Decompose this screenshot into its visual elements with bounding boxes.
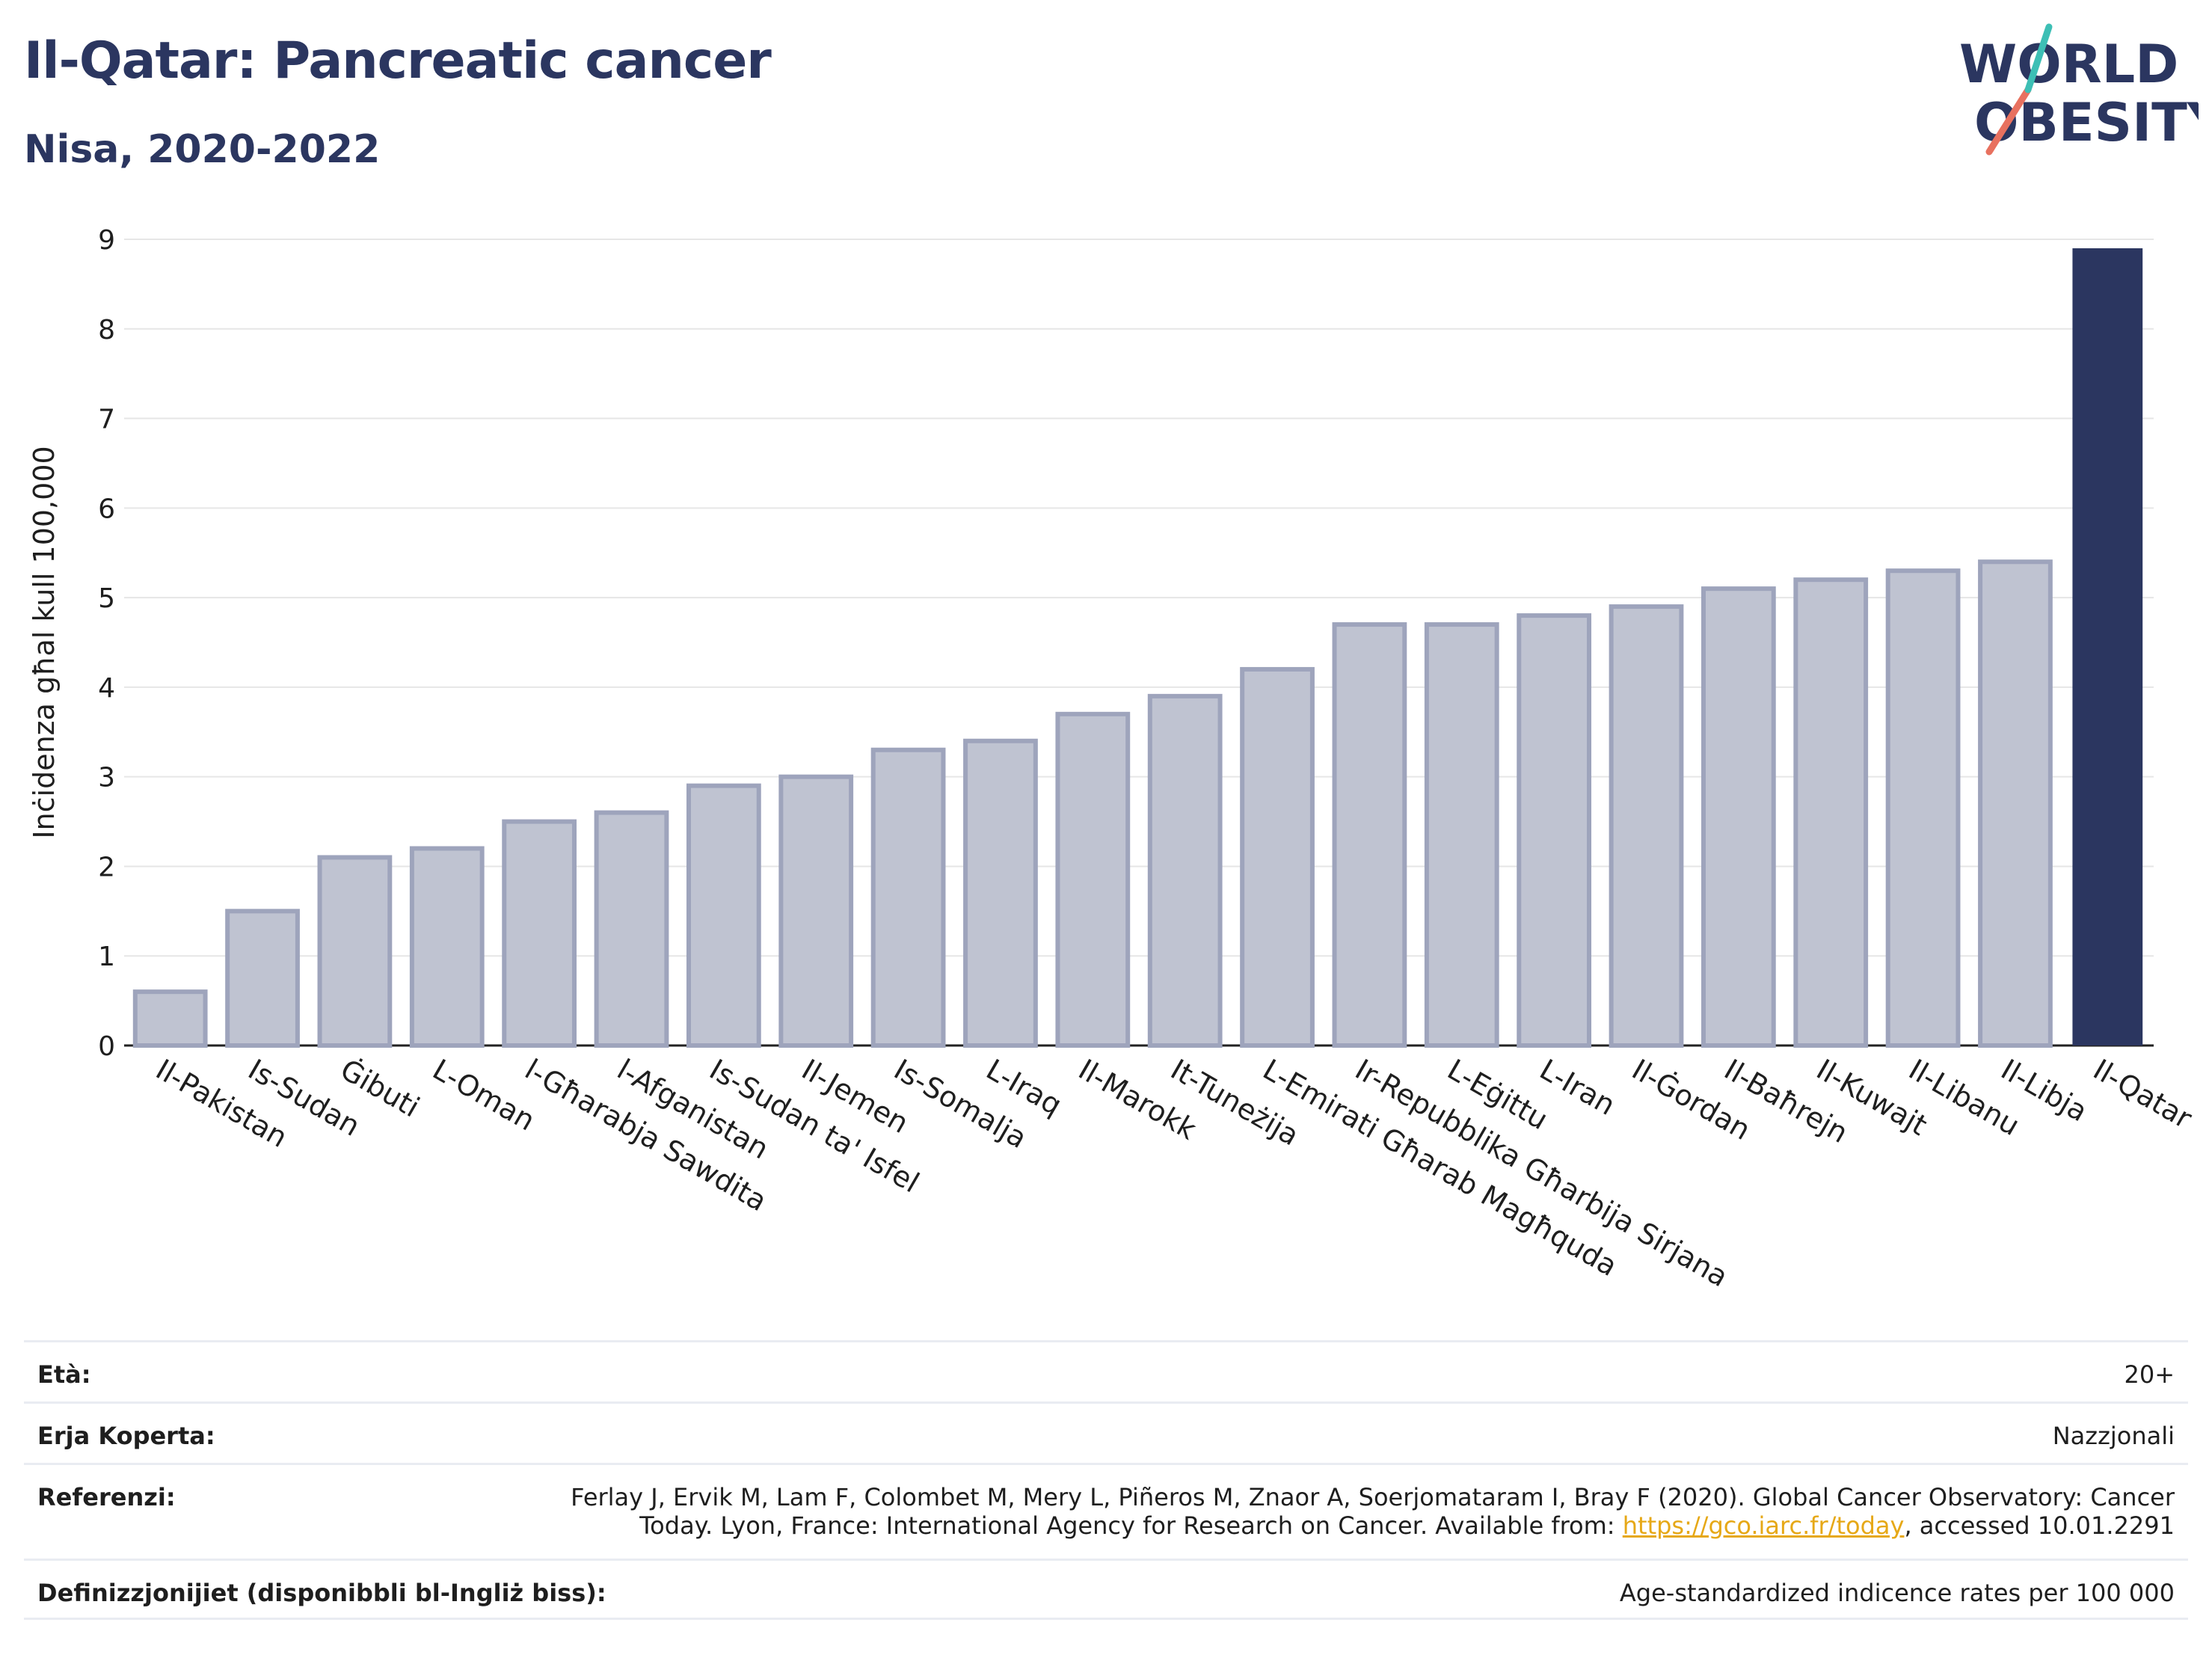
meta-row-area: Erja Koperta: Nazzjonali: [24, 1401, 2188, 1463]
bar: [594, 810, 669, 1048]
y-axis-label: Inċidenza għal kull 100,000: [28, 446, 61, 838]
bar: [502, 819, 577, 1048]
meta-row-age: Età: 20+: [24, 1340, 2188, 1401]
reference-line2-pre: Today. Lyon, France: International Agenc…: [639, 1511, 1623, 1540]
bars: [132, 248, 2143, 1048]
references-value: Ferlay J, Ervik M, Lam F, Colombet M, Me…: [571, 1483, 2175, 1540]
bar: [1240, 666, 1315, 1048]
bar: [1424, 622, 1499, 1048]
bar: [1332, 622, 1407, 1048]
bar: [1147, 693, 1223, 1048]
logo-slash-red: [1985, 86, 2032, 156]
area-value: Nazzjonali: [2052, 1422, 2175, 1450]
bar: [778, 774, 854, 1048]
bar: [1885, 568, 1961, 1048]
x-tick-label: Il-Qatar: [2088, 1053, 2198, 1135]
bar: [1055, 711, 1131, 1048]
y-tick-label: 1: [98, 942, 115, 972]
reference-line2-post: , accessed 10.01.2291: [1904, 1511, 2175, 1540]
world-obesity-logo: WORLD OBESITY: [1959, 23, 2199, 156]
metadata-table: Età: 20+ Erja Koperta: Nazzjonali Refere…: [24, 1340, 2188, 1620]
bar: [317, 855, 393, 1048]
y-tick-label: 4: [98, 673, 115, 704]
logo-line2: OBESITY: [1974, 92, 2199, 153]
meta-row-references: Referenzi: Ferlay J, Ervik M, Lam F, Col…: [24, 1463, 2188, 1559]
bar: [225, 909, 300, 1048]
definitions-label: Definizzjonijiet (disponibbli bl-Ingliż …: [37, 1579, 606, 1607]
x-tick-label: L-Oman: [427, 1053, 541, 1137]
meta-row-definitions: Definizzjonijiet (disponibbli bl-Ingliż …: [24, 1559, 2188, 1620]
bar: [870, 747, 946, 1048]
bar: [963, 738, 1038, 1048]
logo-slash-teal: [2024, 23, 2053, 93]
references-label: Referenzi:: [37, 1483, 176, 1511]
y-axis-ticks: 0 1 2 3 4 5 6 7 8 9: [98, 225, 115, 1062]
bar: [1517, 613, 1592, 1048]
y-tick-label: 9: [98, 225, 115, 256]
bar: [409, 846, 485, 1048]
bar: [1701, 586, 1776, 1048]
bar: [132, 989, 208, 1048]
reference-link[interactable]: https://gco.iarc.fr/today: [1622, 1511, 1905, 1540]
definitions-value: Age-standardized indicence rates per 100…: [1619, 1579, 2175, 1607]
bar: [1978, 559, 2053, 1048]
age-value: 20+: [2124, 1360, 2175, 1389]
y-tick-label: 8: [98, 315, 115, 346]
y-tick-label: 2: [98, 852, 115, 882]
age-label: Età:: [37, 1360, 91, 1389]
reference-line1: Ferlay J, Ervik M, Lam F, Colombet M, Me…: [571, 1483, 2175, 1511]
bar: [1609, 604, 1684, 1048]
area-label: Erja Koperta:: [37, 1422, 215, 1450]
y-tick-label: 7: [98, 405, 115, 435]
bar: [2072, 248, 2143, 1045]
y-tick-label: 6: [98, 494, 115, 524]
y-tick-label: 3: [98, 763, 115, 793]
y-tick-label: 0: [98, 1031, 115, 1062]
bar: [686, 783, 761, 1048]
page-title: Il-Qatar: Pancreatic cancer: [24, 31, 772, 90]
page-subtitle: Nisa, 2020-2022: [24, 127, 381, 172]
logo-line1: WORLD: [1959, 34, 2178, 95]
y-tick-label: 5: [98, 583, 115, 614]
bar: [1793, 577, 1869, 1048]
